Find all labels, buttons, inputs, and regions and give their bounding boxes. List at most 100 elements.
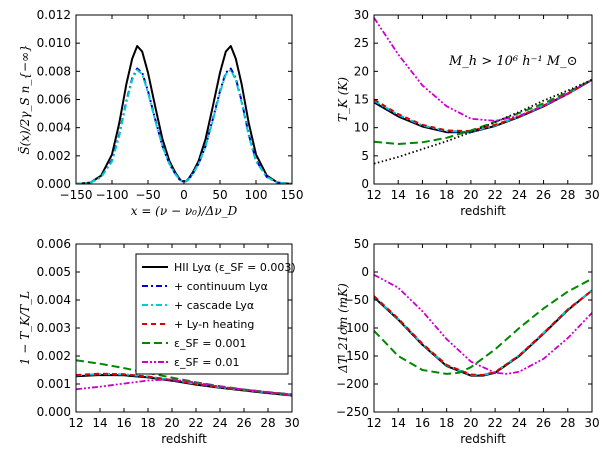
x-tick-label: −50: [135, 188, 160, 202]
series-line-3: [374, 289, 592, 376]
legend-label: + continuum Lyα: [174, 280, 268, 293]
series-line-1: [374, 78, 592, 134]
y-tick-label: 0.004: [37, 121, 71, 135]
y-axis-label: S̃(x)/2γ_S n_{−∞}: [17, 44, 32, 154]
x-tick-label: 24: [512, 188, 527, 202]
x-tick-label: 18: [439, 188, 454, 202]
x-tick-label: 150: [281, 188, 304, 202]
x-tick-label: 14: [92, 416, 107, 430]
x-tick-label: 16: [116, 416, 131, 430]
y-tick-label: −200: [336, 377, 369, 391]
y-tick-label: 0.000: [37, 177, 71, 191]
x-tick-label: 26: [536, 188, 551, 202]
panel-1: −150 −100 −50 0 50 100 150 0.000 0.002 0.004 0.006…: [17, 8, 304, 218]
y-tick-label: 0.000: [37, 405, 71, 419]
y-tick-label: 0.002: [37, 149, 71, 163]
x-tick-label: 12: [366, 416, 381, 430]
legend-label: ε_SF = 0.001: [174, 337, 246, 350]
series-group: [374, 17, 592, 165]
y-tick-label: 0.006: [37, 93, 71, 107]
y-tick-label: 0.003: [37, 321, 71, 335]
y-tick-label: 0.008: [37, 64, 71, 78]
y-axis-label: 1 − T_K/T_L: [18, 291, 32, 365]
x-axis-label: redshift: [161, 432, 207, 446]
y-tick-label: 20: [354, 64, 369, 78]
y-tick-label: 0.006: [37, 237, 71, 251]
x-tick-label: 28: [260, 416, 275, 430]
x-tick-label: 30: [584, 416, 599, 430]
legend-label: + Ly-n heating: [174, 318, 254, 331]
series-line-3: [374, 78, 592, 133]
x-tick-label: 26: [536, 416, 551, 430]
x-tick-label: 16: [415, 416, 430, 430]
x-tick-label: 22: [487, 416, 502, 430]
legend: HII Lyα (ε_SF = 0.003) + continuum Lyα + c…: [135, 253, 296, 375]
y-tick-label: 0.012: [37, 8, 71, 22]
x-tick-label: −100: [96, 188, 129, 202]
series-group: [374, 274, 592, 377]
x-tick-label: −150: [60, 188, 93, 202]
axes-frame: [373, 14, 593, 185]
series-group: [76, 45, 292, 184]
x-tick-label: 26: [236, 416, 251, 430]
x-tick-label: 50: [212, 188, 227, 202]
legend-label: + cascade Lyα: [174, 299, 254, 312]
y-tick-label: 5: [361, 149, 369, 163]
y-tick-label: 15: [354, 93, 369, 107]
y-tick-label: 50: [354, 237, 369, 251]
series-line-2: [374, 289, 592, 376]
x-tick-label: 100: [245, 188, 268, 202]
series-line-4: [374, 78, 592, 132]
y-tick-label: −100: [336, 321, 369, 335]
x-tick-label: 14: [391, 416, 406, 430]
panel-3: 12 14 16 18 20 22 24 26 28 30 0.000 0.001 0.002 0.003…: [18, 237, 300, 446]
x-tick-label: 18: [439, 416, 454, 430]
x-tick-label: 22: [487, 188, 502, 202]
series-group: [76, 359, 292, 397]
series-line-1: [374, 289, 592, 377]
x-tick-label: 22: [188, 416, 203, 430]
y-tick-label: 10: [354, 121, 369, 135]
legend-label: ε_SF = 0.01: [174, 356, 239, 369]
y-tick-label: 0: [361, 265, 369, 279]
x-tick-label: 16: [415, 188, 430, 202]
series-line-6: [374, 274, 592, 375]
x-tick-label: 24: [512, 416, 527, 430]
series-line-5: [374, 78, 592, 145]
x-axis-label: redshift: [460, 432, 506, 446]
y-tick-label: 30: [354, 8, 369, 22]
x-tick-label: 12: [68, 416, 83, 430]
x-tick-label: 20: [463, 416, 478, 430]
x-tick-label: 12: [366, 188, 381, 202]
x-tick-label: 20: [463, 188, 478, 202]
y-tick-label: 0.001: [37, 377, 71, 391]
y-tick-label: 0.005: [37, 265, 71, 279]
x-tick-label: 20: [164, 416, 179, 430]
x-tick-label: 14: [391, 188, 406, 202]
y-tick-label: −250: [336, 405, 369, 419]
x-tick-label: 24: [212, 416, 227, 430]
y-tick-label: 0: [361, 177, 369, 191]
y-tick-label: −150: [336, 349, 369, 363]
series-line-7: [374, 78, 592, 165]
x-tick-label: 0: [180, 188, 188, 202]
panel-annotation: M_h > 10⁶ h⁻¹ M_⊙: [448, 54, 578, 69]
y-tick-label: 0.002: [37, 349, 71, 363]
panel-2: 12 14 16 18 20 22 24 26 28 30 0 5 10 15 20 25 30 redshift…: [336, 8, 600, 218]
legend-label: HII Lyα (ε_SF = 0.003): [174, 261, 296, 274]
panel-4: 12 14 16 18 20 22 24 26 28 30 −250 −200 −150 −100 −50 0…: [336, 237, 600, 446]
x-tick-label: 30: [584, 188, 599, 202]
series-line-6: [76, 378, 292, 396]
series-line-1: [76, 45, 292, 184]
y-axis-label: ΔT_21cm (mK): [336, 283, 350, 374]
x-tick-label: 28: [560, 188, 575, 202]
y-axis-label: T_K (K): [336, 77, 350, 122]
y-tick-label: −50: [344, 293, 369, 307]
x-tick-label: 28: [560, 416, 575, 430]
y-tick-label: 25: [354, 36, 369, 50]
legend-box: [135, 253, 289, 375]
series-line-3: [76, 68, 292, 184]
series-line-6: [374, 17, 592, 122]
axes-frame: [75, 14, 293, 185]
